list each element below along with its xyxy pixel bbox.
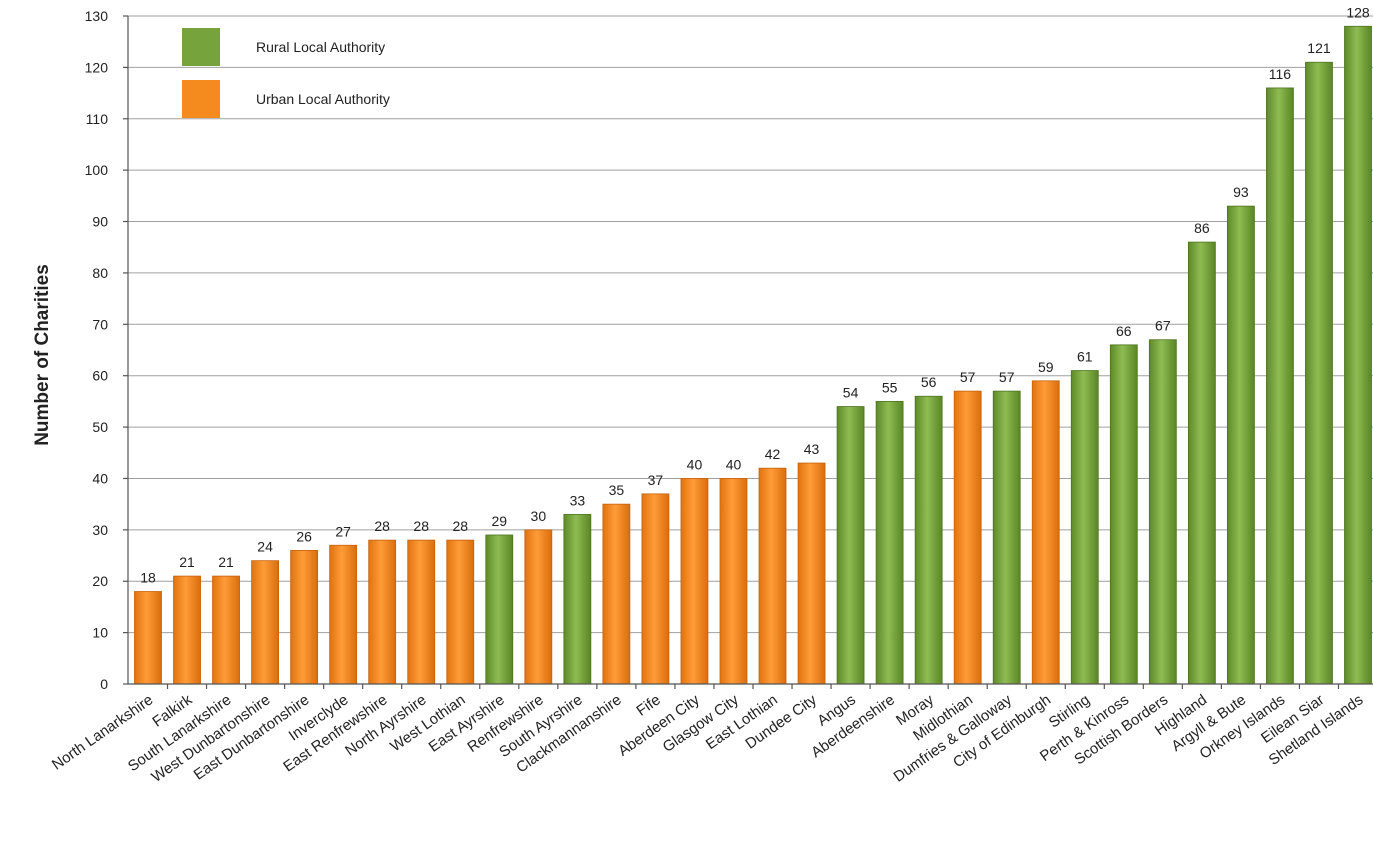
y-tick-label: 80 [92, 265, 108, 281]
bar-urban [797, 462, 826, 685]
bar-urban [524, 529, 553, 685]
data-label: 21 [218, 554, 234, 570]
bar-urban [134, 591, 162, 685]
legend: Rural Local Authority Urban Local Authori… [182, 28, 390, 118]
bar-urban [953, 390, 982, 685]
bar-rural [1344, 25, 1372, 685]
bar-urban [329, 544, 358, 685]
bar-rural [1109, 344, 1138, 685]
data-label: 28 [413, 518, 429, 534]
bar-urban [212, 575, 240, 685]
legend-label: Urban Local Authority [256, 91, 390, 107]
bar-urban [641, 493, 670, 685]
data-label: 40 [687, 456, 703, 472]
data-label: 35 [609, 482, 625, 498]
data-label: 30 [531, 508, 547, 524]
data-label: 66 [1116, 323, 1132, 339]
bar-urban [1031, 380, 1060, 685]
data-label: 93 [1233, 184, 1249, 200]
data-label: 24 [257, 539, 273, 555]
y-tick-label: 100 [85, 162, 109, 178]
data-label: 61 [1077, 349, 1093, 365]
y-tick-label: 10 [92, 625, 108, 641]
data-label: 57 [999, 369, 1015, 385]
data-label: 29 [492, 513, 508, 529]
bar-rural [992, 390, 1021, 685]
bar-rural [1227, 205, 1255, 685]
y-tick-label: 70 [92, 316, 108, 332]
data-labels: 18 21 21 24 26 27 28 28 28 29 30 33 35 37 40 40 42 43 54 55… [140, 4, 1370, 585]
data-label: 18 [140, 570, 156, 586]
bar-urban [446, 539, 475, 685]
bar-urban [602, 503, 631, 685]
data-label: 43 [804, 441, 820, 457]
bar-rural [914, 395, 943, 685]
bar-rural [563, 514, 592, 685]
legend-swatch-urban [182, 80, 220, 118]
gridlines [128, 15, 1373, 634]
legend-swatch-rural [182, 28, 220, 66]
bar-rural [1187, 241, 1216, 685]
bar-rural [1266, 87, 1294, 685]
data-label: 86 [1194, 220, 1210, 236]
data-label: 28 [452, 518, 468, 534]
bar-urban [290, 550, 319, 685]
data-label: 55 [882, 379, 898, 395]
y-tick-label: 40 [92, 470, 108, 486]
y-tick-label: 0 [100, 676, 108, 692]
data-label: 57 [960, 369, 976, 385]
bar-urban [368, 539, 397, 685]
bar-rural [485, 534, 514, 685]
y-tick-label: 90 [92, 214, 108, 230]
data-label: 28 [374, 518, 390, 534]
bar-rural [1070, 370, 1099, 685]
y-tick-label: 130 [85, 8, 109, 24]
bar-urban [680, 478, 709, 685]
data-label: 128 [1346, 4, 1370, 20]
y-tick-label: 110 [86, 111, 109, 127]
legend-label: Rural Local Authority [256, 39, 385, 55]
y-tick-label: 30 [92, 522, 108, 538]
y-tick-label: 60 [92, 368, 108, 384]
bar-urban [407, 539, 436, 685]
bar-urban [719, 478, 748, 685]
data-label: 40 [726, 456, 742, 472]
bar-rural [1148, 339, 1177, 685]
data-label: 116 [1269, 66, 1292, 82]
data-label: 121 [1307, 40, 1331, 56]
data-label: 54 [843, 385, 859, 401]
y-tick-label: 120 [85, 59, 109, 75]
bar-rural [875, 400, 904, 685]
bar-rural [836, 406, 865, 685]
data-label: 42 [765, 446, 781, 462]
data-label: 37 [648, 472, 664, 488]
data-label: 56 [921, 374, 937, 390]
bar-rural [1305, 61, 1333, 685]
y-tick-label: 50 [92, 419, 108, 435]
bar-urban [251, 560, 279, 685]
y-axis-title: Number of Charities [32, 264, 53, 446]
data-label: 67 [1155, 318, 1171, 334]
bar-urban [758, 467, 787, 685]
data-label: 26 [296, 528, 312, 544]
data-label: 27 [335, 523, 351, 539]
y-tick-label: 20 [92, 573, 108, 589]
data-label: 33 [570, 492, 586, 508]
bar-urban [173, 575, 201, 685]
bars [134, 25, 1372, 685]
data-label: 21 [179, 554, 195, 570]
data-label: 59 [1038, 359, 1054, 375]
